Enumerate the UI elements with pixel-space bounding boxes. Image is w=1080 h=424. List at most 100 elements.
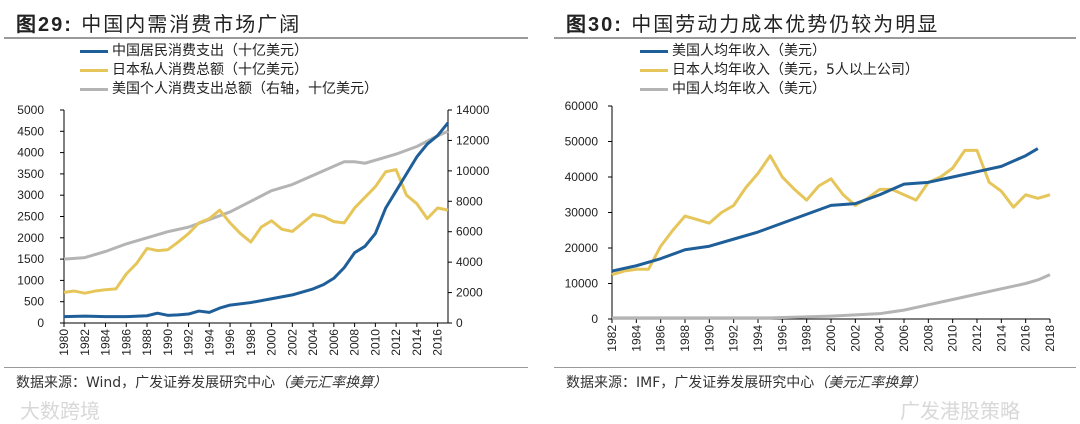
x-tick-label: 1986 xyxy=(654,325,668,352)
x-tick-label: 1992 xyxy=(727,325,741,352)
y2-tick-label: 0 xyxy=(456,316,463,330)
legend-swatch xyxy=(640,88,668,91)
series-line-yellow xyxy=(63,168,449,295)
y-tick-label: 1500 xyxy=(17,252,44,266)
legend-item: 日本私人消费总额（十亿美元） xyxy=(80,61,378,80)
source-text: 数据来源：Wind，广发证券发展研究中心 xyxy=(16,375,276,391)
chart1-title-text: 中国内需消费市场广阔 xyxy=(81,12,302,36)
y2-tick-label: 10000 xyxy=(456,164,490,178)
y-tick-label: 4500 xyxy=(17,124,44,138)
x-tick-label: 2010 xyxy=(946,325,960,352)
y2-tick-label: 12000 xyxy=(456,133,490,147)
y-tick-label: 60000 xyxy=(565,99,599,113)
legend-swatch xyxy=(640,69,668,72)
chart2-legend: 美国人均年收入（美元） 日本人均年收入（美元，5人以上公司） 中国人均年收入（美… xyxy=(640,42,919,99)
x-tick-label: 2014 xyxy=(410,329,424,356)
x-tick-label: 1986 xyxy=(119,329,133,356)
x-tick-label: 1988 xyxy=(140,329,154,356)
x-tick-label: 1990 xyxy=(161,329,175,356)
y2-tick-label: 14000 xyxy=(456,103,490,117)
legend-label: 日本人均年收入（美元，5人以上公司） xyxy=(672,62,919,78)
x-tick-label: 2000 xyxy=(265,329,279,356)
legend-swatch xyxy=(80,88,108,91)
chart1-figure-label: 图29: xyxy=(16,14,73,36)
x-tick-label: 2012 xyxy=(970,325,984,352)
x-tick-label: 2012 xyxy=(389,329,403,356)
x-tick-label: 2016 xyxy=(431,329,445,356)
legend-label: 中国居民消费支出（十亿美元） xyxy=(112,43,308,59)
y-tick-label: 0 xyxy=(37,316,44,330)
x-tick-label: 1994 xyxy=(751,325,765,352)
series-line-yellow xyxy=(611,148,1051,277)
chart1-title: 图29: 中国内需消费市场广阔 xyxy=(16,8,301,37)
legend-item: 中国居民消费支出（十亿美元） xyxy=(80,42,378,61)
chart2-source: 数据来源：IMF，广发证券发展研究中心（美元汇率换算） xyxy=(566,375,926,392)
x-tick-label: 2002 xyxy=(848,325,862,352)
divider xyxy=(554,37,1076,39)
series-line-grey xyxy=(612,273,1051,320)
x-tick-label: 2004 xyxy=(306,329,320,356)
chart1-source: 数据来源：Wind，广发证券发展研究中心（美元汇率换算） xyxy=(16,375,387,392)
y-tick-label: 40000 xyxy=(565,170,599,184)
y2-tick-label: 8000 xyxy=(456,194,483,208)
y-tick-label: 5000 xyxy=(17,103,44,117)
divider xyxy=(554,367,1076,368)
x-tick-label: 2008 xyxy=(921,325,935,352)
x-tick-label: 2010 xyxy=(368,329,382,356)
legend-item: 日本人均年收入（美元，5人以上公司） xyxy=(640,61,919,80)
x-tick-label: 2006 xyxy=(897,325,911,352)
x-tick-label: 1992 xyxy=(182,329,196,356)
legend-item: 美国人均年收入（美元） xyxy=(640,42,919,61)
legend-item: 美国个人消费支出总额（右轴，十亿美元） xyxy=(80,80,378,99)
x-tick-label: 1982 xyxy=(605,325,619,352)
divider xyxy=(4,37,528,39)
x-tick-label: 1996 xyxy=(775,325,789,352)
legend-label: 美国人均年收入（美元） xyxy=(672,43,826,59)
legend-label: 日本私人消费总额（十亿美元） xyxy=(112,62,308,78)
x-tick-label: 2016 xyxy=(1019,325,1033,352)
x-tick-label: 1984 xyxy=(99,329,113,356)
series-line-blue xyxy=(63,121,450,319)
y-tick-label: 50000 xyxy=(565,135,599,149)
series-line-blue xyxy=(611,147,1039,273)
y-tick-label: 10000 xyxy=(565,277,599,291)
chart2-title: 图30: 中国劳动力成本优势仍较为明显 xyxy=(566,8,939,37)
legend-label: 美国个人消费支出总额（右轴，十亿美元） xyxy=(112,81,378,97)
watermark: 大数跨境 xyxy=(20,399,100,423)
legend-swatch xyxy=(80,50,108,53)
x-tick-label: 2002 xyxy=(285,329,299,356)
series-line-grey xyxy=(63,129,449,261)
watermark: 广发港股策略 xyxy=(900,399,1020,423)
y2-tick-label: 6000 xyxy=(456,225,483,239)
x-tick-label: 1984 xyxy=(629,325,643,352)
legend-item: 中国人均年收入（美元） xyxy=(640,80,919,99)
chart2-figure-label: 图30: xyxy=(566,14,623,36)
y-tick-label: 30000 xyxy=(565,206,599,220)
y-tick-label: 2500 xyxy=(17,210,44,224)
y-tick-label: 500 xyxy=(24,295,44,309)
x-tick-label: 1982 xyxy=(78,329,92,356)
source-note: （美元汇率换算） xyxy=(275,375,388,391)
y-tick-label: 3000 xyxy=(17,188,44,202)
x-tick-label: 1998 xyxy=(800,325,814,352)
y-tick-label: 1000 xyxy=(17,273,44,287)
x-tick-label: 1996 xyxy=(223,329,237,356)
x-tick-label: 1980 xyxy=(57,329,71,356)
legend-swatch xyxy=(80,69,108,72)
y-tick-label: 20000 xyxy=(565,241,599,255)
x-tick-label: 2014 xyxy=(994,325,1008,352)
y-tick-label: 0 xyxy=(591,312,598,326)
divider xyxy=(4,367,528,368)
y-tick-label: 3500 xyxy=(17,167,44,181)
y-tick-label: 4000 xyxy=(17,146,44,160)
x-tick-label: 2000 xyxy=(824,325,838,352)
source-note: （美元汇率换算） xyxy=(814,375,927,391)
y2-tick-label: 4000 xyxy=(456,255,483,269)
x-tick-label: 2018 xyxy=(1043,325,1057,352)
source-text: 数据来源：IMF，广发证券发展研究中心 xyxy=(566,375,815,391)
x-tick-label: 1994 xyxy=(202,329,216,356)
x-tick-label: 1988 xyxy=(678,325,692,352)
chart1-legend: 中国居民消费支出（十亿美元） 日本私人消费总额（十亿美元） 美国个人消费支出总额… xyxy=(80,42,378,99)
